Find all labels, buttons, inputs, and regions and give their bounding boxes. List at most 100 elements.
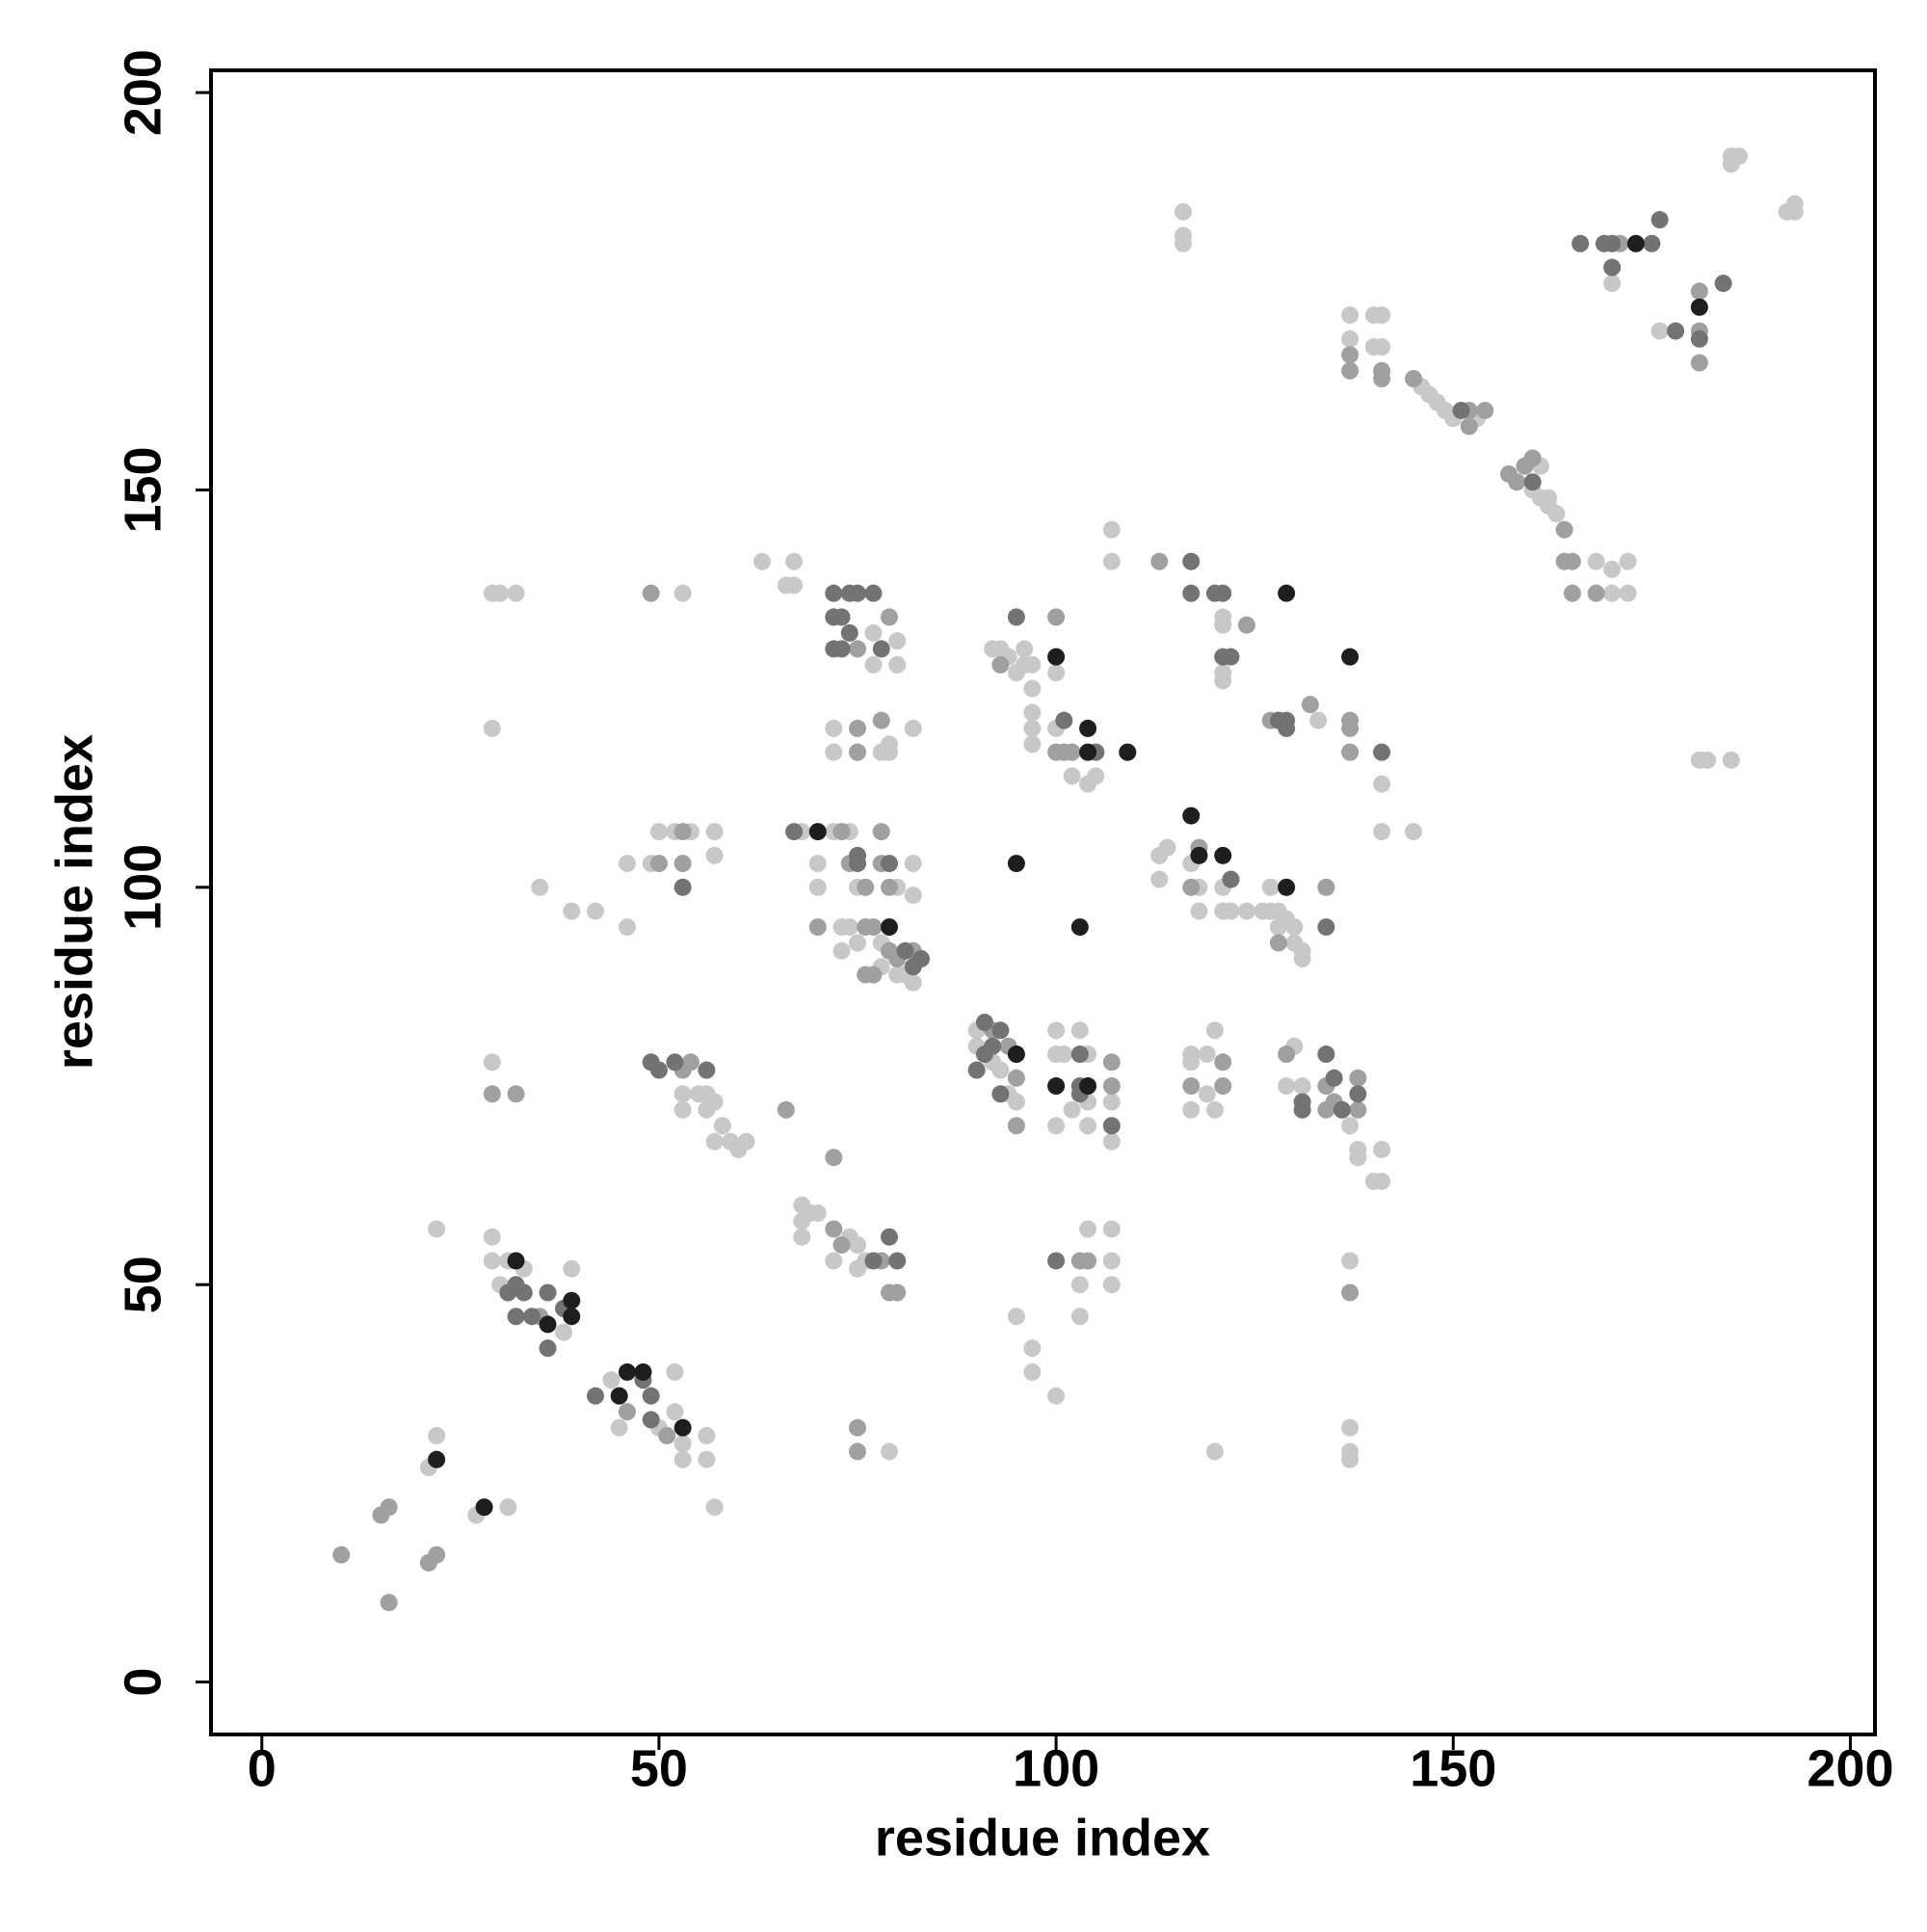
contact-point (673, 1100, 692, 1119)
contact-point (880, 1228, 898, 1246)
contact-point (1373, 338, 1391, 357)
contact-point (1047, 608, 1066, 626)
contact-point (483, 1252, 501, 1270)
contact-point (991, 1085, 1010, 1103)
contact-point (1563, 584, 1581, 602)
contact-point (1102, 520, 1121, 539)
contact-point (888, 632, 907, 650)
contact-point (880, 855, 898, 873)
contact-point (1523, 473, 1542, 491)
contact-point (1007, 608, 1025, 626)
contact-point (1214, 1053, 1232, 1072)
y-axis-label: residue index (45, 734, 103, 1070)
contact-point (1317, 918, 1335, 937)
contact-point (1102, 1077, 1121, 1096)
x-tick-label: 100 (1013, 1739, 1099, 1797)
contact-point (880, 878, 898, 896)
contact-point (1278, 878, 1296, 896)
contact-point (428, 1546, 446, 1564)
y-tick-label: 100 (114, 844, 172, 931)
contact-point (1349, 1069, 1367, 1087)
contact-point (1150, 552, 1169, 570)
contact-point (849, 1442, 867, 1461)
contact-point (698, 1061, 716, 1079)
contact-point (1055, 1045, 1073, 1064)
contact-point (1182, 552, 1201, 570)
contact-point (1603, 560, 1622, 578)
contact-point (1079, 743, 1097, 761)
contact-point (1087, 767, 1105, 785)
contact-point (1341, 1418, 1359, 1437)
contact-point (832, 608, 851, 626)
contact-point (681, 1053, 700, 1072)
contact-point (896, 941, 914, 960)
contact-point (1023, 679, 1042, 698)
contact-point (642, 584, 660, 602)
contact-point (618, 1403, 636, 1421)
contact-point (507, 1308, 525, 1326)
contact-point (1070, 1021, 1089, 1040)
contact-point (1293, 1077, 1311, 1096)
contact-point (1785, 202, 1804, 221)
contact-point (649, 855, 668, 873)
contact-point (1055, 711, 1073, 729)
contact-point (832, 1235, 851, 1254)
contact-point (880, 743, 898, 761)
contact-point (649, 823, 668, 841)
contact-point (793, 1228, 811, 1246)
contact-point (880, 918, 898, 937)
contact-point (1023, 655, 1042, 674)
contact-point (666, 1053, 684, 1072)
contact-point (1205, 1100, 1224, 1119)
contact-point (1619, 552, 1637, 570)
contact-point (967, 1061, 986, 1079)
contact-point (808, 823, 827, 841)
contact-point (1119, 743, 1137, 761)
contact-point (380, 1594, 398, 1612)
contact-point (1373, 775, 1391, 793)
contact-point (666, 1403, 684, 1421)
contact-point (1325, 1069, 1343, 1087)
contact-point (888, 1252, 907, 1270)
contact-point (563, 1259, 581, 1278)
contact-point (904, 973, 922, 992)
contact-point (991, 1021, 1010, 1040)
contact-point (1063, 767, 1081, 785)
contact-point (1293, 950, 1311, 968)
contact-point (975, 1045, 993, 1064)
contact-point (849, 743, 867, 761)
contact-point (1690, 298, 1708, 316)
contact-point (808, 878, 827, 896)
contact-point (618, 855, 636, 873)
contact-point (737, 1132, 755, 1151)
contact-point (1023, 1363, 1042, 1381)
contact-point (1007, 664, 1025, 682)
contact-point (1214, 584, 1232, 602)
contact-point (1341, 1117, 1359, 1135)
contact-point (1079, 1220, 1097, 1238)
contact-point (1341, 330, 1359, 348)
contact-point (1222, 902, 1240, 920)
contact-point (1182, 878, 1201, 896)
contact-point (705, 1093, 724, 1111)
contact-point (1349, 1149, 1367, 1167)
contact-point (1373, 743, 1391, 761)
contact-point (832, 823, 851, 841)
contact-point (332, 1546, 351, 1564)
contact-point (864, 966, 883, 984)
contact-point (673, 878, 692, 896)
contact-point (698, 1450, 716, 1469)
contact-point (1182, 1100, 1201, 1119)
contact-point (673, 1450, 692, 1469)
contact-point (586, 1387, 604, 1405)
contact-point (1278, 1077, 1296, 1096)
contact-point (1373, 823, 1391, 841)
contact-point (864, 918, 883, 937)
contact-point (832, 941, 851, 960)
contact-point (1070, 1045, 1089, 1064)
contact-point (1047, 1021, 1066, 1040)
x-tick-label: 0 (248, 1739, 277, 1797)
contact-point (1452, 401, 1470, 419)
contact-point (1317, 1100, 1335, 1119)
contact-point (1023, 735, 1042, 754)
